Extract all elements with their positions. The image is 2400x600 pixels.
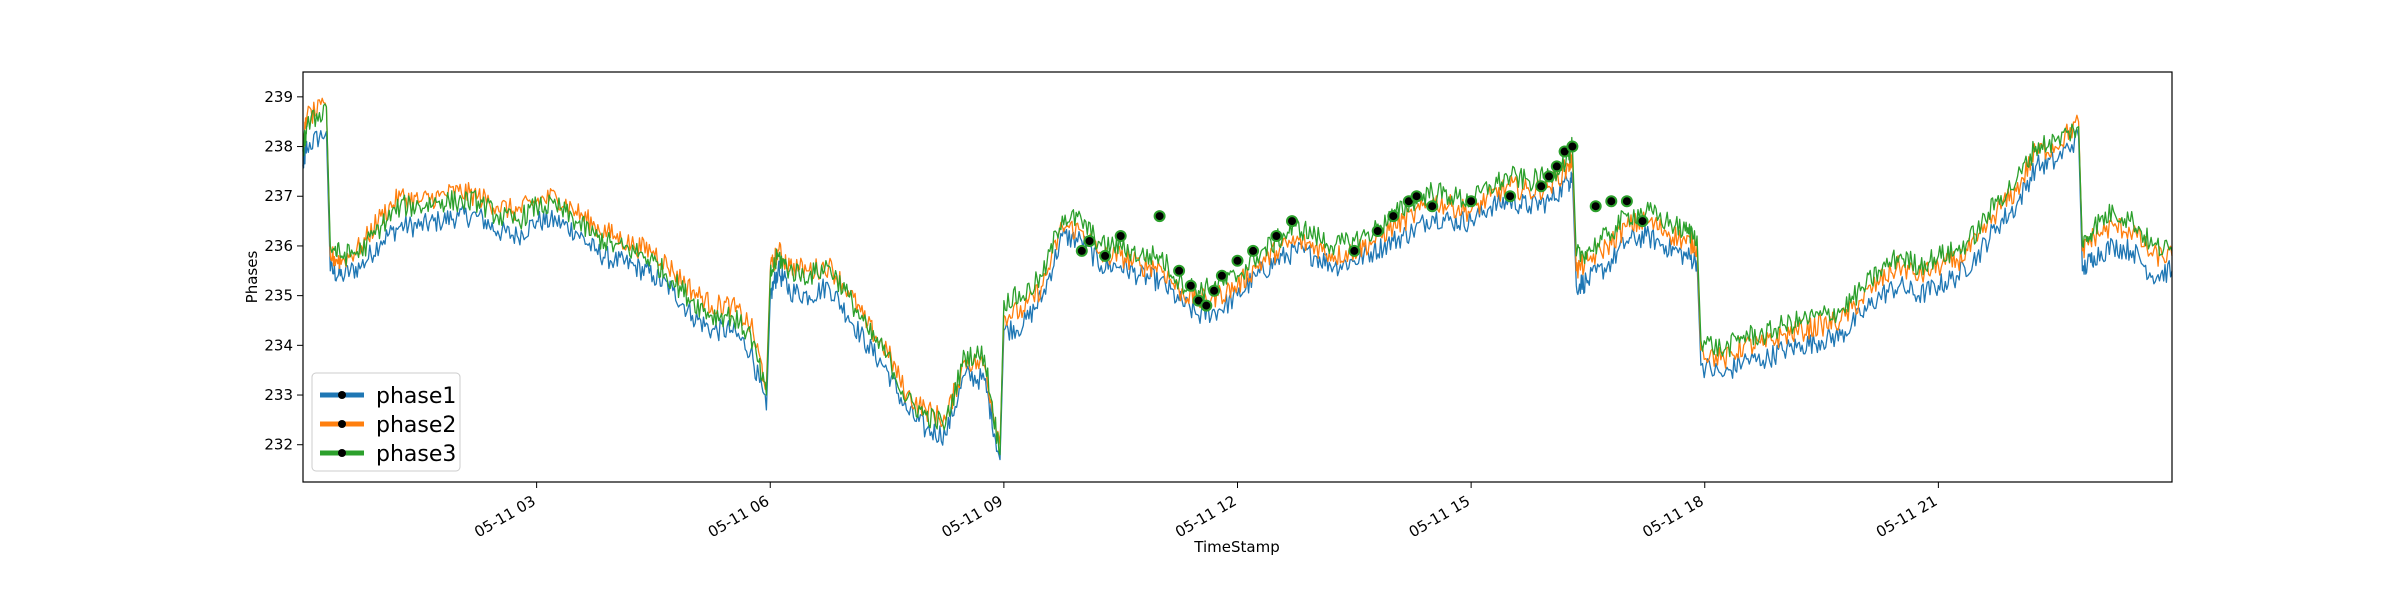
data-marker xyxy=(1410,190,1423,203)
y-axis-label: Phases xyxy=(243,251,261,304)
data-marker xyxy=(1620,195,1633,208)
series-line-phase3 xyxy=(302,103,2173,456)
data-marker xyxy=(1550,160,1563,173)
data-marker xyxy=(1215,269,1228,282)
data-marker xyxy=(1387,210,1400,223)
data-marker xyxy=(1286,215,1298,228)
data-marker xyxy=(1636,215,1649,228)
y-tick-label: 238 xyxy=(264,138,293,156)
data-marker xyxy=(1589,200,1602,213)
data-marker xyxy=(1153,210,1166,223)
x-axis-label: TimeStamp xyxy=(1193,538,1279,556)
data-marker xyxy=(1348,244,1361,257)
x-tick-label: 05-11 12 xyxy=(1172,492,1239,541)
data-marker xyxy=(1083,235,1096,247)
y-axis-ticks: 232 233 234 235 236 237 238 239 xyxy=(264,88,303,454)
x-tick-label: 05-11 18 xyxy=(1639,492,1706,541)
data-marker xyxy=(1566,140,1579,153)
y-tick-label: 235 xyxy=(264,287,293,305)
y-tick-label: 236 xyxy=(264,237,293,255)
data-marker xyxy=(1465,195,1478,208)
data-marker xyxy=(1535,180,1548,193)
legend-marker xyxy=(338,449,346,457)
data-marker xyxy=(1099,249,1112,262)
y-tick-label: 233 xyxy=(264,386,293,404)
legend-entry-phase1: phase1 xyxy=(320,384,456,409)
legend-marker xyxy=(338,420,346,428)
x-tick-label: 05-11 06 xyxy=(705,492,772,541)
data-marker xyxy=(1270,230,1283,242)
x-tick-label: 05-11 21 xyxy=(1873,492,1940,541)
series-line-phase2 xyxy=(302,97,2173,446)
marker-layer xyxy=(1075,140,1649,312)
series-line-phase1 xyxy=(302,128,2173,461)
series-layer xyxy=(302,97,2173,461)
data-marker xyxy=(1075,244,1088,257)
data-marker xyxy=(1114,230,1127,242)
y-tick-label: 232 xyxy=(264,436,293,454)
x-axis-ticks: 05-11 03 05-11 06 05-11 09 05-11 12 05-11 15… xyxy=(471,482,1940,541)
data-marker xyxy=(1231,254,1244,267)
data-marker xyxy=(1208,284,1221,297)
data-marker xyxy=(1543,170,1555,183)
legend-label: phase3 xyxy=(376,442,456,467)
x-tick-label: 05-11 15 xyxy=(1406,492,1473,541)
data-marker xyxy=(1247,244,1260,257)
y-tick-label: 239 xyxy=(264,88,293,106)
x-tick-label: 05-11 09 xyxy=(938,492,1005,541)
data-marker xyxy=(1605,195,1618,208)
data-marker xyxy=(1504,190,1517,203)
data-marker xyxy=(1371,225,1384,237)
y-tick-label: 237 xyxy=(264,187,293,205)
data-marker xyxy=(1184,279,1197,292)
legend-label: phase1 xyxy=(376,384,456,409)
legend-label: phase2 xyxy=(376,413,456,438)
legend-marker xyxy=(338,391,346,399)
data-marker xyxy=(1200,299,1213,312)
legend-entry-phase2: phase2 xyxy=(320,413,456,438)
legend: phase1 phase2 phase3 xyxy=(311,372,461,472)
data-marker xyxy=(1173,264,1186,277)
data-marker xyxy=(1426,200,1439,213)
x-tick-label: 05-11 03 xyxy=(471,492,538,541)
legend-entry-phase3: phase3 xyxy=(320,442,456,467)
y-tick-label: 234 xyxy=(264,336,293,354)
